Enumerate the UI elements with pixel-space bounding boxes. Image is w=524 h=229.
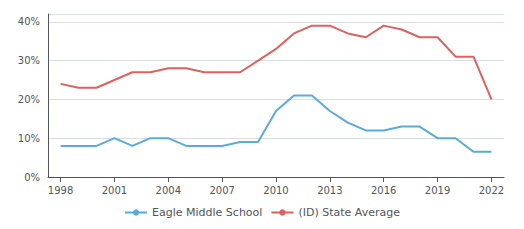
svg-text:2007: 2007	[209, 185, 234, 196]
svg-text:1998: 1998	[48, 185, 73, 196]
svg-text:(ID) State Average: (ID) State Average	[298, 206, 400, 219]
svg-text:2001: 2001	[102, 185, 127, 196]
svg-text:2004: 2004	[156, 185, 181, 196]
svg-text:20%: 20%	[18, 94, 40, 105]
svg-text:40%: 40%	[18, 16, 40, 27]
svg-text:2013: 2013	[317, 185, 342, 196]
svg-text:10%: 10%	[18, 133, 40, 144]
svg-text:2016: 2016	[371, 185, 396, 196]
svg-text:0%: 0%	[24, 172, 40, 183]
svg-text:Eagle Middle School: Eagle Middle School	[152, 206, 262, 219]
svg-text:30%: 30%	[18, 55, 40, 66]
svg-text:2022: 2022	[479, 185, 504, 196]
svg-text:2019: 2019	[425, 185, 450, 196]
svg-text:2010: 2010	[263, 185, 288, 196]
